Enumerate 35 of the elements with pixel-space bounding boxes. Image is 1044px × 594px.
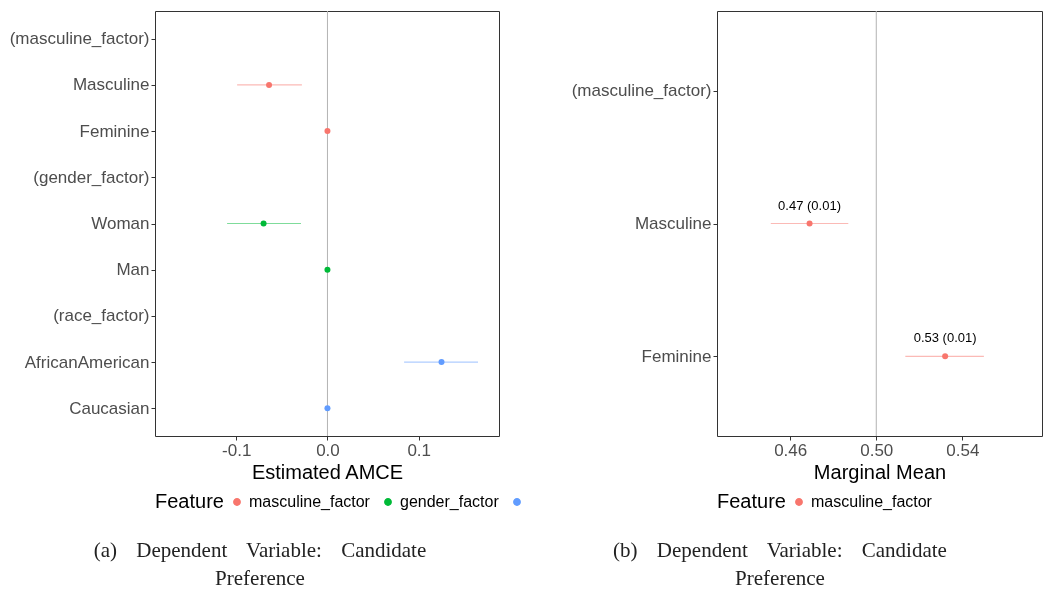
y-tick-label: Feminine [641, 346, 712, 366]
y-tick-label: (race_factor) [53, 306, 150, 326]
y-tick-label: Feminine [79, 121, 150, 141]
y-tick-label: Masculine [72, 75, 150, 95]
text: (a) Dependent Variable: Candidate Preference [92, 537, 428, 592]
point [324, 405, 331, 412]
legend-label: gender_factor [400, 493, 500, 511]
x-axis-title: Estimated AMCE [251, 460, 404, 483]
point [438, 359, 445, 366]
legend-title: Feature [155, 490, 224, 512]
data-label: 0.47 (0.01) [778, 197, 841, 213]
y-tick-label: Woman [91, 214, 150, 233]
x-axis-title: Marginal Mean [813, 460, 947, 483]
legend-title: Feature [717, 490, 786, 512]
x-tick-label: 0.0 [316, 440, 340, 460]
y-tick-label: (masculine_factor) [9, 29, 150, 49]
point [324, 128, 331, 135]
point [324, 266, 331, 273]
x-tick-label: 0.46 [774, 440, 808, 460]
legend-label: masculine_factor [811, 493, 933, 511]
x-tick-label: 0.54 [946, 440, 980, 460]
x-tick-label: 0.50 [860, 440, 894, 460]
y-tick-label: (gender_factor) [33, 167, 150, 187]
point [260, 220, 267, 227]
x-tick-label: -0.1 [222, 440, 252, 460]
point [266, 81, 273, 88]
y-tick-label: (masculine_factor) [571, 81, 712, 101]
x-tick-label: 0.1 [407, 440, 432, 460]
y-tick-label: Caucasian [69, 398, 150, 418]
legend-label: masculine_factor [249, 493, 371, 511]
y-tick-label: Masculine [634, 214, 712, 233]
data-label: 0.53 (0.01) [913, 330, 977, 346]
text: (b) Dependent Variable: Candidate Preference [612, 537, 948, 592]
y-tick-label: AfricanAmerican [24, 352, 150, 372]
y-tick-label: Man [116, 260, 150, 280]
